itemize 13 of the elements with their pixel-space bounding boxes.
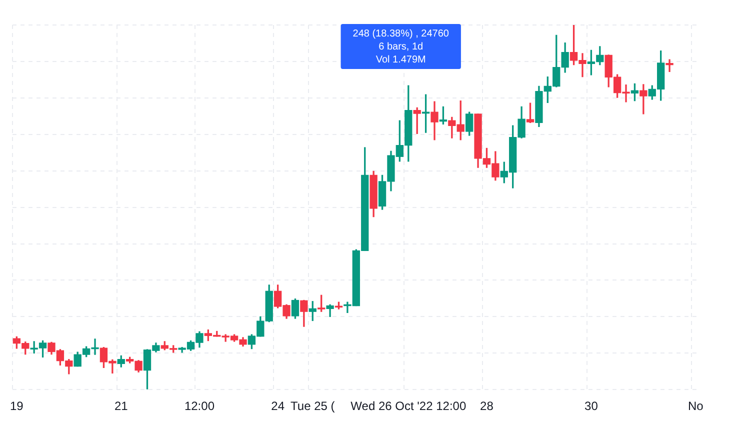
candlestick	[666, 59, 674, 72]
x-tick-label: 28	[480, 399, 494, 414]
x-tick-label: Wed 26 Oct '22 12:00	[350, 399, 466, 414]
x-tick-label: 21	[114, 399, 128, 414]
x-tick-label: 12:00	[184, 399, 215, 414]
annotation: Vol 1.479M	[376, 54, 426, 66]
x-tick-label: Tue 25 (	[290, 399, 335, 414]
annotation: 248 (18.38%) , 24760	[352, 28, 450, 40]
x-tick-label: No	[688, 399, 704, 414]
x-tick-label: 30	[584, 399, 598, 414]
x-tick-label: 19	[10, 399, 24, 414]
annotation: 6 bars, 1d	[378, 41, 424, 52]
x-tick-label: 24	[271, 399, 285, 414]
